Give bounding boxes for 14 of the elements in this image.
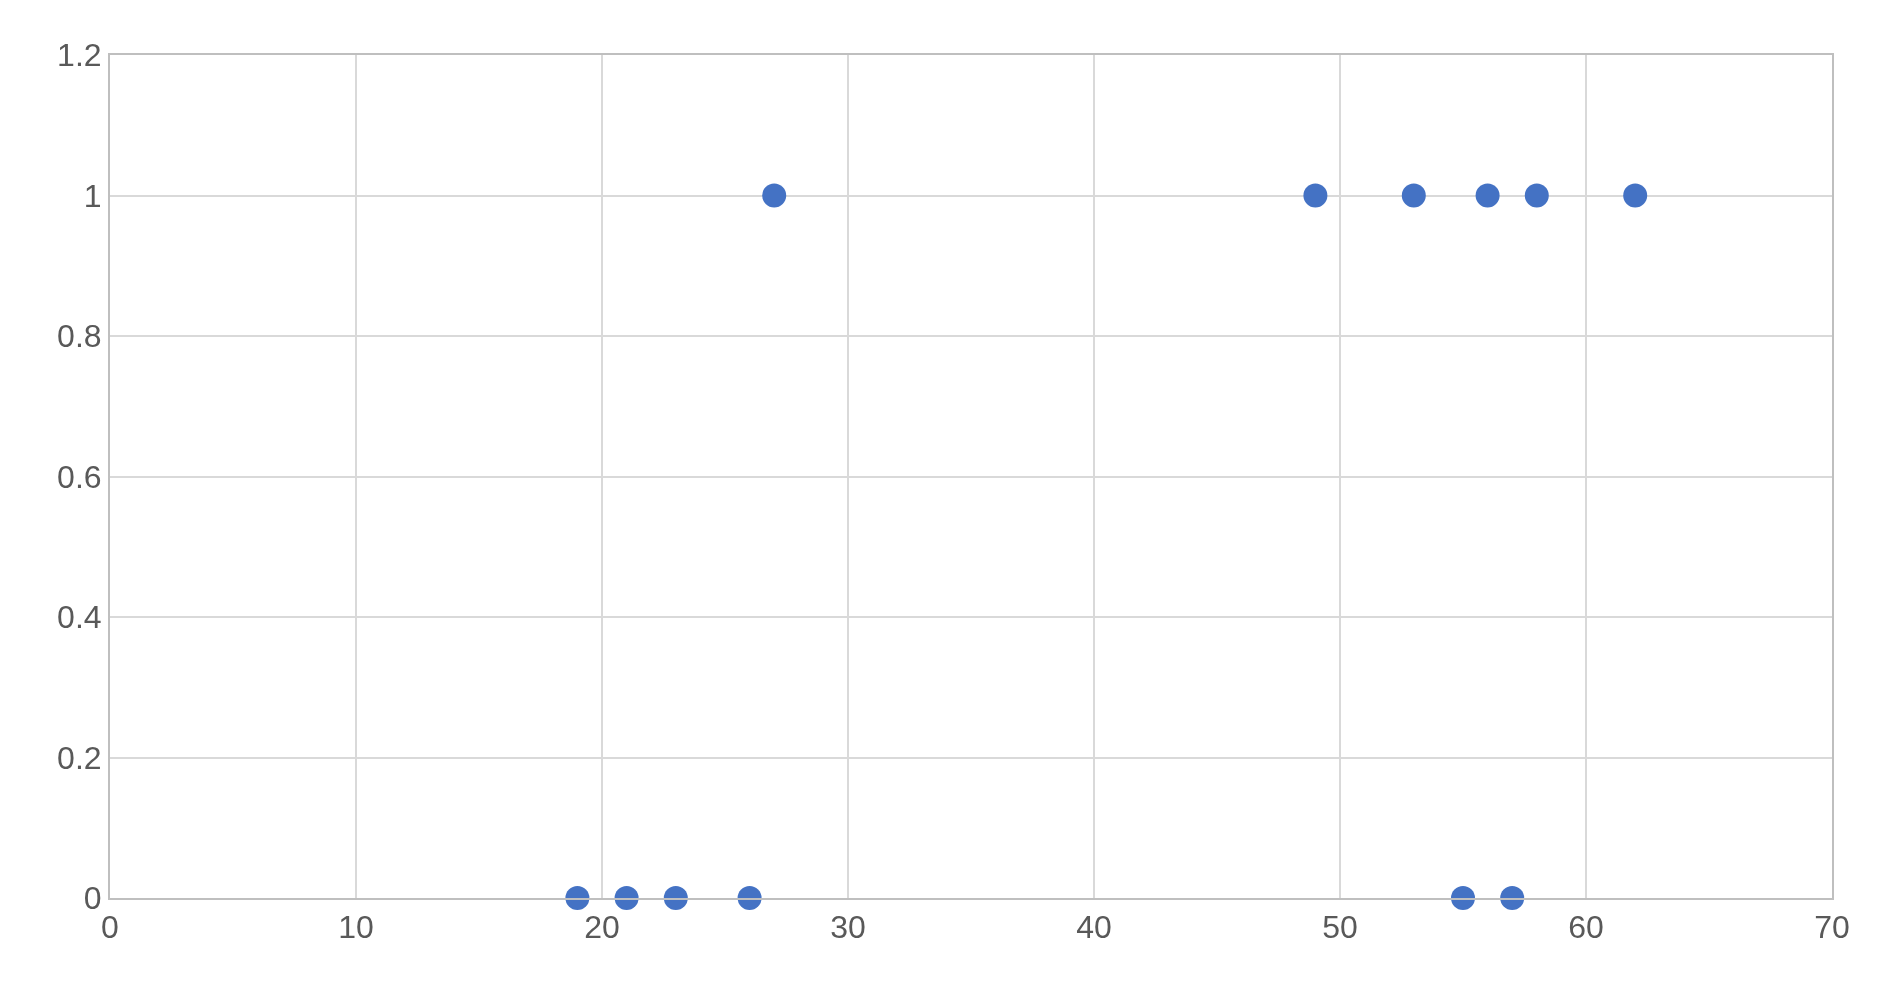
x-tick-label: 10 [338,909,374,946]
y-tick-label: 0 [83,880,102,917]
x-tick-label: 60 [1568,909,1604,946]
y-tick-label: 1.2 [57,37,102,74]
x-tick-label: 50 [1322,909,1358,946]
x-tick-label: 20 [584,909,620,946]
y-tick-label: 0.6 [57,458,102,495]
x-tick-label: 30 [830,909,866,946]
x-tick-label: 70 [1814,909,1850,946]
y-tick-label: 0.2 [57,739,102,776]
y-tick-label: 1 [83,177,102,214]
x-tick-label: 40 [1076,909,1112,946]
y-tick-label: 0.8 [57,318,102,355]
y-tick-label: 0.4 [57,599,102,636]
